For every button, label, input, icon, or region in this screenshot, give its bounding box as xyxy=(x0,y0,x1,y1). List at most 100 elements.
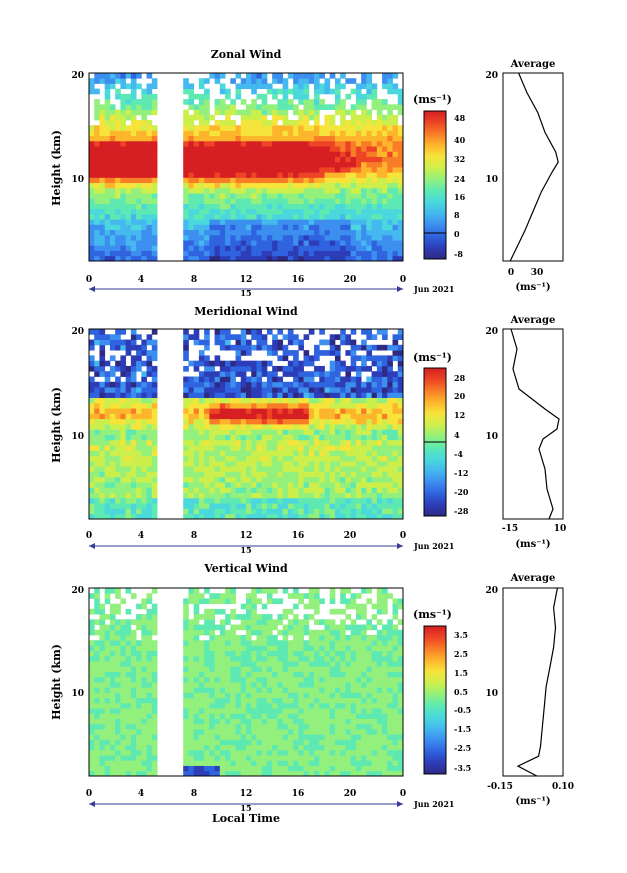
heatmap-cell xyxy=(397,229,404,236)
heatmap-cell xyxy=(314,603,320,610)
heatmap-cell xyxy=(89,172,95,178)
heatmap-cell xyxy=(251,99,257,105)
heatmap-cell xyxy=(146,718,153,725)
heatmap-cell xyxy=(146,508,153,515)
heatmap-cell xyxy=(94,460,100,467)
heatmap-cell xyxy=(214,593,221,599)
heatmap-cell xyxy=(235,240,242,246)
heatmap-cell xyxy=(287,666,294,672)
heatmap-cell xyxy=(151,603,158,610)
heatmap-cell xyxy=(361,429,367,435)
heatmap-cell xyxy=(282,167,289,173)
y-tick-10: 10 xyxy=(71,689,84,699)
heatmap-cell xyxy=(125,655,132,662)
heatmap-cell xyxy=(246,666,252,672)
heatmap-cell xyxy=(340,434,346,441)
heatmap-cell xyxy=(230,140,236,147)
heatmap-cell xyxy=(314,88,320,95)
heatmap-cell xyxy=(104,466,111,472)
heatmap-cell xyxy=(308,408,315,414)
heatmap-cell xyxy=(256,156,263,163)
heatmap-cell xyxy=(204,392,210,399)
heatmap-cell xyxy=(94,104,100,110)
heatmap-cell xyxy=(251,450,257,457)
heatmap-cell xyxy=(298,161,304,168)
heatmap-cell xyxy=(240,513,247,520)
heatmap-cell xyxy=(340,402,346,409)
heatmap-cell xyxy=(266,219,273,225)
heatmap-cell xyxy=(89,513,95,520)
heatmap-cell xyxy=(334,424,341,430)
heatmap-cell xyxy=(340,250,346,257)
heatmap-cell xyxy=(120,371,127,377)
heatmap-cell xyxy=(266,755,273,761)
heatmap-cell xyxy=(303,471,310,478)
heatmap-cell xyxy=(136,687,142,693)
heatmap-cell xyxy=(256,83,263,90)
heatmap-cell xyxy=(99,513,106,520)
heatmap-cell xyxy=(120,424,127,430)
heatmap-cell xyxy=(240,392,247,399)
heatmap-cell xyxy=(392,439,399,446)
heatmap-cell xyxy=(109,760,116,766)
heatmap-cell xyxy=(251,402,257,409)
heatmap-cell xyxy=(136,666,142,672)
heatmap-cell xyxy=(293,713,299,719)
heatmap-cell xyxy=(115,439,121,446)
heatmap-cell xyxy=(266,250,273,257)
heatmap-cell xyxy=(266,760,273,766)
heatmap-cell xyxy=(204,744,210,751)
heatmap-cell xyxy=(198,661,205,667)
heatmap-cell xyxy=(198,471,205,478)
heatmap-cell xyxy=(251,135,257,142)
heatmap-cell xyxy=(256,666,263,672)
heatmap-cell xyxy=(308,676,315,683)
heatmap-cell xyxy=(230,130,236,137)
heatmap-cell xyxy=(350,445,357,451)
heatmap-cell xyxy=(251,198,257,204)
heatmap-cell xyxy=(246,381,252,388)
heatmap-cell xyxy=(230,360,236,367)
heatmap-cell xyxy=(287,140,294,147)
heatmap-cell xyxy=(371,208,378,215)
heatmap-cell xyxy=(324,765,331,772)
heatmap-cell xyxy=(94,151,100,157)
heatmap-cell xyxy=(256,151,263,157)
heatmap-cell xyxy=(382,78,388,84)
heatmap-cell xyxy=(392,234,399,241)
heatmap-cell xyxy=(251,381,257,388)
heatmap-cell xyxy=(204,739,210,746)
heatmap-cell xyxy=(146,635,153,641)
heatmap-cell xyxy=(120,146,127,152)
heatmap-cell xyxy=(340,104,346,110)
heatmap-cell xyxy=(130,387,137,393)
heatmap-cell xyxy=(230,208,236,215)
heatmap-cell xyxy=(151,418,158,425)
heatmap-cell xyxy=(282,88,289,95)
heatmap-cell xyxy=(319,255,325,262)
heatmap-cell xyxy=(397,476,404,483)
y-tick-20: 20 xyxy=(71,586,84,596)
heatmap-cell xyxy=(382,120,388,126)
heatmap-cell xyxy=(308,392,315,399)
heatmap-cell xyxy=(183,476,189,483)
heatmap-cell xyxy=(287,760,294,766)
heatmap-cell xyxy=(361,167,367,173)
heatmap-cell xyxy=(350,360,357,367)
heatmap-cell xyxy=(141,702,147,709)
heatmap-cell xyxy=(146,455,153,462)
heatmap-cell xyxy=(204,492,210,499)
heatmap-cell xyxy=(136,682,142,688)
heatmap-cell xyxy=(256,734,263,740)
heatmap-cell xyxy=(308,439,315,446)
heatmap-cell xyxy=(104,339,111,346)
heatmap-cell xyxy=(340,445,346,451)
heatmap-cell xyxy=(219,655,226,662)
heatmap-cell xyxy=(361,413,367,420)
heatmap-cell xyxy=(371,408,378,414)
heatmap-cell xyxy=(246,198,252,204)
heatmap-cell xyxy=(115,588,121,594)
heatmap-cell xyxy=(209,245,215,251)
heatmap-cell xyxy=(293,734,299,740)
heatmap-cell xyxy=(366,245,372,251)
